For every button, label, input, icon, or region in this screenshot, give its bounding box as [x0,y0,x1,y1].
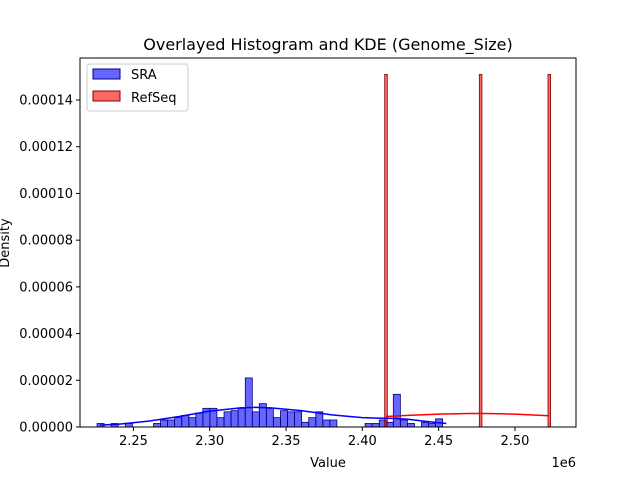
sra-bar [272,417,281,428]
sra-bar [244,377,253,428]
x-tick-label: 2.30 [195,434,224,449]
sra-bar [421,421,429,428]
y-tick-label: 0.00010 [19,187,73,202]
y-tick-label: 0.00008 [19,234,73,249]
x-tick-label: 2.25 [119,434,148,449]
sra-bar [167,419,176,428]
legend-swatch-sra [92,68,121,80]
sra-bar [251,411,260,428]
legend-label-sra: SRA [131,68,157,83]
y-axis-label: Density [0,218,13,268]
x-axis-label: Value [310,456,346,471]
sra-bar [287,411,295,428]
sra-bar [301,421,310,428]
sra-bar [230,410,239,428]
refseq-bar [547,73,551,428]
sra-bar [428,423,437,428]
sra-bar [181,414,190,428]
refseq-bar [478,73,483,428]
refseq-kde-line [385,412,550,418]
sra-bar [392,393,401,428]
y-tick-label: 0.00004 [19,327,73,342]
legend-label-refseq: RefSeq [131,91,177,106]
axes-frame [79,57,577,428]
sra-bar [160,419,169,428]
sra-bar [364,423,373,428]
sra-bar [322,419,331,428]
legend: SRA RefSeq [86,63,189,112]
sra-bar [407,423,415,428]
chart-title: Overlayed Histogram and KDE (Genome_Size… [143,35,513,55]
sra-bar [265,407,274,428]
sra-kde-line [99,406,447,426]
y-axis: 0.00000 0.00002 0.00004 0.00006 0.00008 0.000… [19,94,80,436]
y-tick-label: 0.00012 [19,140,73,155]
sra-bar [399,419,408,428]
x-axis: 2.25 2.30 2.35 2.40 2.45 2.50 [119,427,529,449]
x-tick-label: 2.40 [348,434,377,449]
sra-bar [237,407,246,428]
sra-bar [195,412,204,428]
sra-bar [371,423,380,428]
sra-bar [329,419,338,428]
y-tick-label: 0.00014 [19,94,73,109]
sra-bar [280,410,288,428]
y-tick-label: 0.00006 [19,280,73,295]
sra-bar [216,417,225,428]
sra-bar [308,417,317,428]
y-tick-label: 0.00002 [19,374,73,389]
sra-bar [294,411,303,428]
sra-bar [188,417,197,428]
refseq-bar [384,73,388,428]
sra-bar [174,417,183,428]
y-tick-label: 0.00000 [19,421,73,436]
sra-bar [153,423,161,428]
x-tick-label: 2.35 [272,434,301,449]
x-tick-label: 2.45 [424,434,453,449]
sra-bar [223,411,232,428]
legend-swatch-refseq [92,90,121,102]
x-axis-offset-label: 1e6 [551,456,576,471]
x-tick-label: 2.50 [500,434,529,449]
